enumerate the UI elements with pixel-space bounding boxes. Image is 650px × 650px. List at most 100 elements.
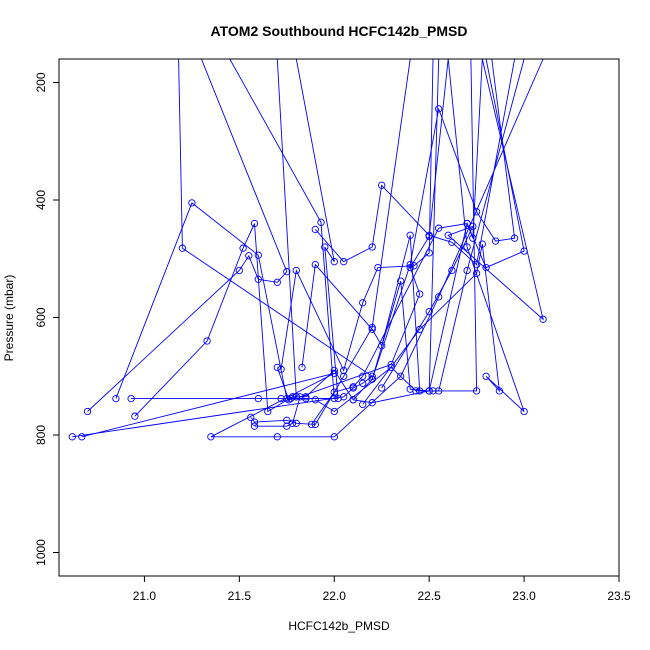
data-point <box>283 268 291 276</box>
data-point <box>311 420 319 429</box>
data-point <box>292 419 300 427</box>
data-point <box>340 258 348 266</box>
data-point <box>131 412 139 420</box>
data-point <box>203 337 211 345</box>
series-line <box>362 59 525 412</box>
plot-series <box>68 59 547 441</box>
x-tick-label: 22.5 <box>417 589 441 603</box>
data-point <box>311 260 319 269</box>
data-point <box>406 231 414 239</box>
data-point <box>359 299 367 307</box>
series-5 <box>127 59 342 403</box>
data-point <box>406 385 414 393</box>
y-axis-label: Pressure (mbar) <box>2 275 16 362</box>
data-point <box>435 387 443 395</box>
data-point <box>321 243 329 251</box>
data-point <box>250 219 259 228</box>
data-point <box>425 307 433 316</box>
data-point <box>330 258 338 266</box>
series-line <box>131 59 339 400</box>
data-point <box>444 231 452 239</box>
data-point <box>250 422 259 430</box>
data-point <box>317 218 325 226</box>
x-tick-label: 23.0 <box>512 589 536 603</box>
data-point <box>340 366 348 375</box>
data-point <box>277 394 285 403</box>
y-tick-label: 1000 <box>34 539 48 566</box>
data-point <box>406 260 414 269</box>
data-point <box>520 407 528 416</box>
data-point <box>78 433 86 441</box>
data-point <box>273 433 281 441</box>
x-tick-label: 21.0 <box>133 589 157 603</box>
series-line <box>381 59 544 389</box>
data-point <box>264 407 272 416</box>
y-tick-label: 600 <box>34 307 48 327</box>
data-point <box>435 224 443 232</box>
data-point <box>330 388 338 396</box>
data-point <box>359 372 367 380</box>
x-tick-label: 22.0 <box>323 589 347 603</box>
x-tick-label: 23.5 <box>607 589 631 603</box>
data-point <box>302 393 310 401</box>
plot-frame <box>58 58 620 577</box>
data-point <box>482 263 490 272</box>
data-point <box>277 365 285 373</box>
data-point <box>307 420 316 429</box>
data-point <box>283 422 291 430</box>
data-point <box>425 231 433 239</box>
data-point <box>311 396 319 404</box>
series-line <box>301 59 478 392</box>
series-12 <box>307 59 483 429</box>
series-line <box>72 59 373 438</box>
data-point <box>482 372 490 380</box>
data-point <box>254 394 262 403</box>
data-point <box>510 234 519 242</box>
series-line <box>87 59 288 412</box>
data-point <box>235 266 243 275</box>
series-7 <box>247 59 411 429</box>
data-point <box>397 277 405 285</box>
series-1 <box>68 59 376 441</box>
data-point <box>330 366 338 375</box>
x-axis-label: HCFC142b_PMSD <box>288 619 390 633</box>
data-point <box>472 269 481 278</box>
series-11 <box>298 59 481 395</box>
data-point <box>359 379 367 387</box>
data-point <box>127 394 135 403</box>
data-point <box>491 237 500 245</box>
data-point <box>178 244 187 252</box>
data-point <box>368 323 376 332</box>
data-point <box>188 199 196 207</box>
data-point <box>397 372 405 380</box>
data-point <box>472 387 481 395</box>
data-point <box>410 262 418 270</box>
data-point <box>378 181 386 189</box>
data-point <box>374 263 382 272</box>
data-point <box>469 222 477 231</box>
data-point <box>472 208 481 216</box>
data-point <box>68 433 76 441</box>
y-axis: 200 400 600 800 1000 <box>34 72 59 566</box>
data-point <box>285 396 293 404</box>
data-point <box>378 384 386 392</box>
series-line <box>371 59 525 392</box>
data-point <box>239 244 247 252</box>
data-point <box>368 243 376 251</box>
data-point <box>368 325 376 333</box>
y-tick-label: 200 <box>34 72 48 92</box>
data-point <box>478 240 486 248</box>
data-point <box>311 225 319 234</box>
data-point <box>83 407 92 416</box>
data-point <box>416 290 424 298</box>
data-point <box>429 387 437 395</box>
data-point <box>368 375 376 383</box>
series-line <box>250 59 411 425</box>
data-point <box>288 419 297 427</box>
data-point <box>425 387 433 395</box>
data-point <box>334 394 342 403</box>
data-point <box>330 407 338 416</box>
y-tick-label: 400 <box>34 190 48 210</box>
series-line <box>314 59 516 266</box>
x-axis: 21.0 21.5 22.0 22.5 23.0 23.5 <box>133 576 631 603</box>
